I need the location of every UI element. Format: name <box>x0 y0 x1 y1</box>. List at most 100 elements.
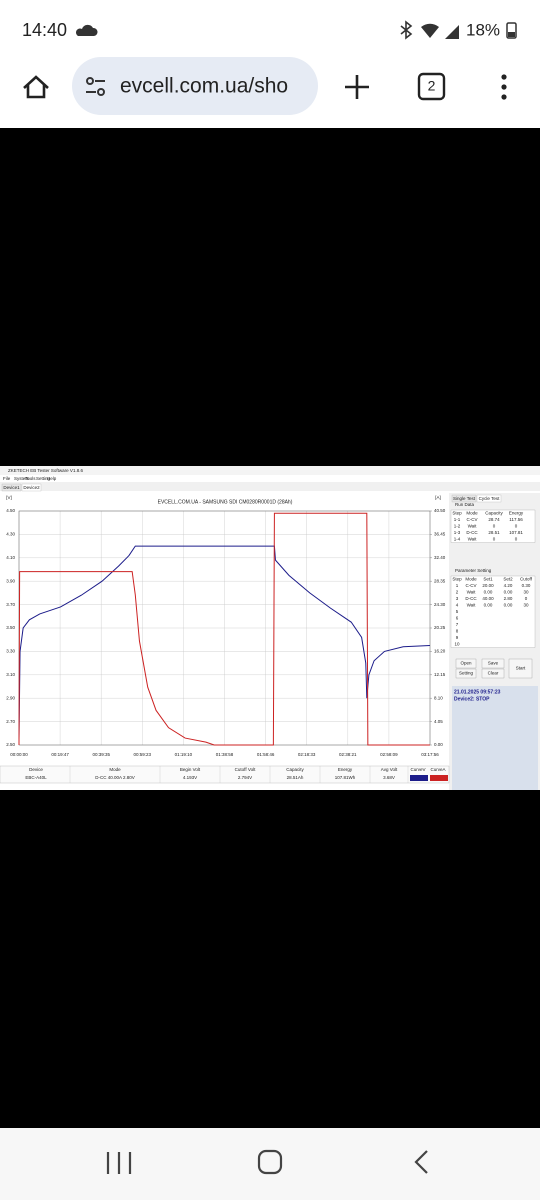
summary-value: 2.794V <box>238 775 252 780</box>
x-tick-label: 01:19:10 <box>175 752 193 757</box>
y-tick-label: 3.70 <box>6 602 15 607</box>
y2-tick-label: 8.10 <box>434 695 443 700</box>
chart-title: EVCELL.COM.UA - SAMSUNG SDI CM0280R0001D… <box>158 499 293 505</box>
table-cell: 117.56 <box>509 517 523 522</box>
x-tick-label: 00:00:00 <box>10 752 28 757</box>
button[interactable] <box>455 668 477 679</box>
table-cell: 0 <box>515 536 518 541</box>
legend-label: CurveV <box>410 767 425 772</box>
summary-header: Device <box>29 767 43 772</box>
table-header: Capacity <box>485 510 503 515</box>
table-cell: 0.00 <box>504 589 513 594</box>
nav-bar <box>0 1128 540 1200</box>
summary-table <box>0 765 450 784</box>
y-tick-label: 3.50 <box>6 625 15 630</box>
button-label: Start <box>516 666 526 671</box>
x-tick-label: 02:38:21 <box>339 752 357 757</box>
device-tab[interactable] <box>1 483 22 492</box>
back-button[interactable] <box>414 1150 428 1174</box>
y-axis-label: [V] <box>6 495 12 500</box>
menu-button[interactable] <box>501 74 507 100</box>
button-label: Open <box>460 661 472 666</box>
menu-item: Tools <box>25 476 36 481</box>
site-info-icon[interactable] <box>86 77 105 96</box>
button[interactable] <box>455 658 477 669</box>
table-cell: D-CC <box>465 596 477 601</box>
x-tick-label: 00:39:35 <box>92 752 110 757</box>
table-cell: C-CV <box>467 517 478 522</box>
summary-value: 3.68V <box>383 775 395 780</box>
signal-icon <box>445 25 459 39</box>
table-cell: 0 <box>493 523 496 528</box>
series-line <box>18 512 430 746</box>
y2-tick-label: 40.50 <box>434 508 446 513</box>
summary-header: Energy <box>338 767 353 772</box>
url-bar[interactable] <box>72 57 318 115</box>
button[interactable] <box>481 668 505 679</box>
button-label: Setting <box>459 671 474 676</box>
status-box <box>452 686 538 790</box>
tab-count: 2 <box>428 78 436 94</box>
x-tick-label: 01:38:58 <box>216 752 234 757</box>
x-tick-label: 02:58:09 <box>380 752 398 757</box>
y-tick-label: 2.70 <box>6 719 15 724</box>
button[interactable] <box>481 658 505 669</box>
table-cell: 30 <box>523 589 529 594</box>
x-tick-label: 00:59:23 <box>134 752 152 757</box>
home-button[interactable] <box>23 75 49 99</box>
y2-tick-label: 4.05 <box>434 719 443 724</box>
table-cell: 1-1 <box>454 517 461 522</box>
y-tick-label: 2.90 <box>6 695 15 700</box>
x-tick-label: 00:19:47 <box>51 752 69 757</box>
summary-header: Cutoff Volt <box>235 767 256 772</box>
table-header: Set2 <box>503 576 513 581</box>
legend-swatch <box>430 775 448 781</box>
table-cell: 0 <box>525 596 528 601</box>
y2-tick-label: 36.45 <box>434 532 446 537</box>
table-header: Mode <box>465 576 477 581</box>
tabs-button[interactable] <box>417 72 446 101</box>
table-cell: 10 <box>454 641 460 646</box>
table-cell: 3 <box>456 596 459 601</box>
y-tick-label: 4.50 <box>6 508 15 513</box>
y-tick-label: 3.30 <box>6 649 15 654</box>
table-header: Set1 <box>483 576 493 581</box>
legend-label: CurveA <box>430 767 445 772</box>
summary-value: 107.81Wh <box>335 775 356 780</box>
table-cell: 40.00 <box>482 596 494 601</box>
table-cell: 4.20 <box>504 583 513 588</box>
table-cell: D-CC <box>466 530 478 535</box>
button[interactable] <box>508 658 533 679</box>
home-nav-button[interactable] <box>257 1149 283 1175</box>
recent-apps-button[interactable] <box>106 1152 132 1174</box>
group-title: Run Data <box>455 502 475 507</box>
side-tab[interactable] <box>476 494 502 503</box>
side-tab[interactable] <box>451 494 477 503</box>
wifi-icon <box>421 23 439 38</box>
table-cell: 28.74 <box>488 517 500 522</box>
table-header: Step <box>452 510 462 515</box>
side-tab-label: Cycle Test <box>479 496 500 501</box>
new-tab-button[interactable] <box>345 75 369 99</box>
y-tick-label: 2.50 <box>6 742 15 747</box>
menu-item: Setting <box>36 476 51 481</box>
y2-tick-label: 12.15 <box>434 672 446 677</box>
y2-tick-label: 20.25 <box>434 625 446 630</box>
summary-header: Capacity <box>286 767 304 772</box>
table-cell: 2.80 <box>504 596 513 601</box>
table-cell: 1-3 <box>454 530 461 535</box>
device-tab[interactable] <box>21 483 42 492</box>
summary-header: Avg Volt <box>381 767 398 772</box>
status-time: 21.01.2025 09:57:23 <box>454 689 501 695</box>
table-cell: C-CV <box>466 583 477 588</box>
summary-header: Begin Volt <box>180 767 201 772</box>
table-cell: 0.00 <box>504 602 513 607</box>
table-cell: 7 <box>456 622 459 627</box>
x-tick-label: 03:17:56 <box>421 752 439 757</box>
data-table <box>450 575 536 648</box>
status-device: Device2: STOP <box>454 696 490 702</box>
menu-item: System <box>14 476 29 481</box>
table-cell: 4 <box>456 602 459 607</box>
